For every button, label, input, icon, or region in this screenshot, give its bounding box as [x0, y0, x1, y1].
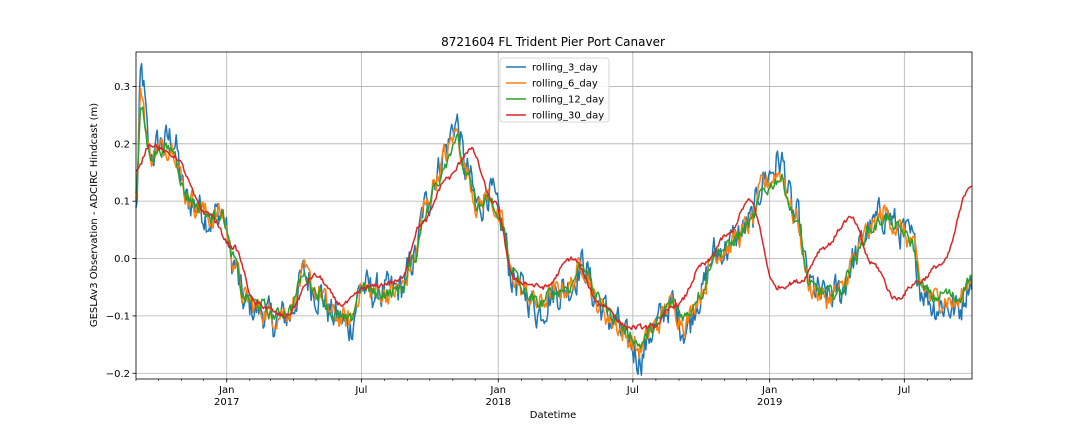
x-tick-label: Jan: [218, 385, 234, 396]
legend: rolling_3_day rolling_6_day rolling_12_day…: [499, 57, 610, 123]
y-tick-label: 0.2: [114, 139, 130, 150]
y-axis-label: GESLAv3 Observation - ADCIRC Hindcast (m…: [89, 103, 100, 327]
legend-label: rolling_30_day: [532, 111, 604, 122]
series-line-rolling_12_day: [135, 106, 973, 349]
y-tick-label: 0.1: [114, 197, 130, 208]
series-line-rolling_6_day: [135, 87, 973, 360]
y-tick-label: 0.3: [114, 82, 130, 93]
x-tick-label: Jan: [761, 385, 777, 396]
y-tick-label: −0.1: [106, 311, 130, 322]
y-axis-ticks: −0.2 −0.1 0.0 0.1 0.2 0.3: [106, 82, 136, 380]
legend-label: rolling_3_day: [532, 63, 598, 74]
y-tick-label: 0.0: [114, 254, 130, 265]
chart-title: 8721604 FL Trident Pier Port Canaver: [441, 35, 665, 49]
legend-box: [499, 57, 610, 123]
x-tick-label: Jul: [354, 385, 367, 396]
x-tick-label: Jan: [490, 385, 506, 396]
x-tick-label: Jul: [897, 385, 910, 396]
x-tick-year-label: 2018: [485, 397, 510, 408]
plot-area-frame: [135, 51, 973, 380]
y-tick-label: −0.2: [106, 369, 130, 380]
x-tick-label: Jul: [626, 385, 639, 396]
legend-label: rolling_6_day: [532, 79, 598, 90]
x-tick-year-label: 2017: [214, 397, 239, 408]
x-tick-year-label: 2019: [757, 397, 782, 408]
series-line-rolling_30_day: [135, 143, 972, 331]
series-lines: [135, 62, 973, 376]
legend-label: rolling_12_day: [532, 95, 604, 106]
x-axis-label: Datetime: [530, 410, 577, 421]
